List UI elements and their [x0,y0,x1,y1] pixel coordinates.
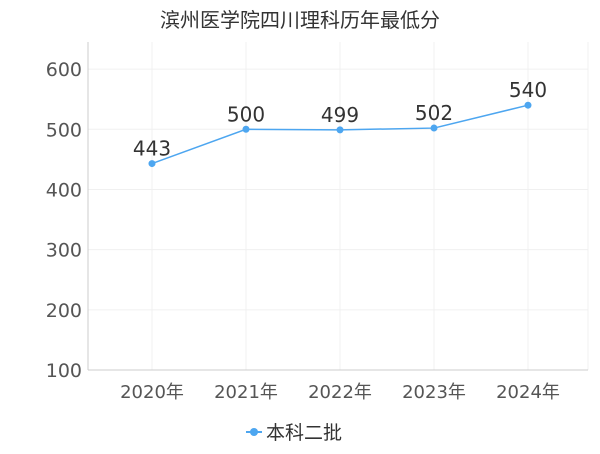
x-tick-label: 2020年 [120,382,184,403]
data-point[interactable] [430,124,438,132]
data-point[interactable] [524,101,532,109]
y-tick-label: 100 [46,360,82,382]
y-tick-label: 400 [46,179,82,201]
data-labels: 443 500 499 502 540 [133,78,547,160]
data-label: 500 [227,102,265,126]
y-tick-labels: 100 200 300 400 500 600 [46,59,82,382]
chart-title: 滨州医学院四川理科历年最低分 [160,8,440,32]
data-point[interactable] [336,126,344,134]
series-layer [148,101,532,168]
y-tick-label: 300 [46,240,82,262]
y-tick-label: 200 [46,300,82,322]
y-tick-label: 500 [46,119,82,141]
x-tick-label: 2023年 [402,382,466,403]
legend-marker-dot [250,428,258,436]
legend-label[interactable]: 本科二批 [266,422,342,444]
data-point[interactable] [242,125,250,133]
data-label: 499 [321,103,359,127]
legend[interactable]: 本科二批 [246,422,342,444]
axes [87,42,588,371]
data-point[interactable] [148,160,156,168]
x-tick-label: 2021年 [214,382,278,403]
data-label: 502 [415,101,453,125]
x-tick-label: 2024年 [496,382,560,403]
data-label: 443 [133,137,171,161]
y-tick-label: 600 [46,59,82,81]
x-tick-label: 2022年 [308,382,372,403]
data-label: 540 [509,78,547,102]
x-tick-labels: 2020年 2021年 2022年 2023年 2024年 [120,382,560,403]
